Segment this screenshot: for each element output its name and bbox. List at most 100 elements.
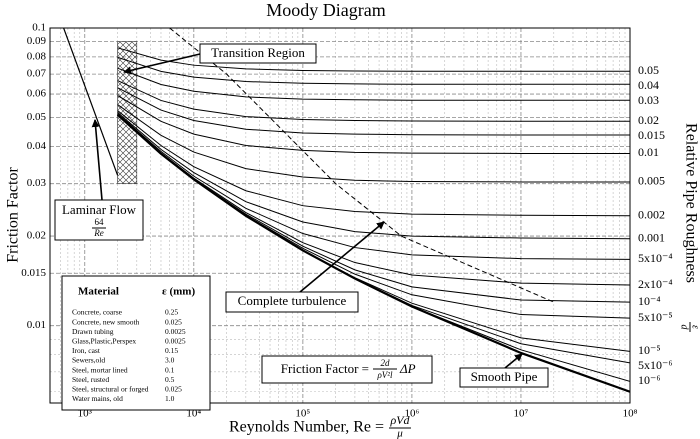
- legend-label: 0.01: [638, 145, 659, 159]
- table-cell: 1.0: [165, 394, 175, 403]
- legend-label: 5x10⁻⁵: [638, 310, 673, 324]
- y-tick-label: 0.09: [27, 35, 47, 47]
- legend-label: 0.05: [638, 63, 659, 77]
- formula-denominator: ρV²l: [376, 370, 393, 380]
- table-cell: Concrete, coarse: [72, 308, 123, 317]
- roughness-curve: [117, 67, 630, 101]
- table-cell: Glass,Plastic,Perspex: [72, 337, 136, 346]
- y2-axis-label: Relative Pipe Roughness: [682, 123, 699, 283]
- chart-title: Moody Diagram: [266, 0, 385, 20]
- annotation-arrow: [91, 119, 103, 201]
- formula-numerator: 2d: [381, 358, 391, 368]
- annotation-arrow: [123, 53, 201, 75]
- roughness-curve: [117, 112, 630, 240]
- annotation-box: [225, 291, 359, 313]
- legend-label: 0.015: [638, 128, 665, 142]
- roughness-curve: [117, 87, 630, 136]
- y-tick-label: 0.04: [27, 140, 47, 152]
- table-cell: 0.0025: [165, 337, 186, 346]
- y-tick-label: 0.03: [27, 177, 47, 189]
- y-tick-label: 0.06: [27, 88, 47, 100]
- annotation-arrow: [504, 353, 523, 369]
- table-cell: 0.25: [165, 308, 178, 317]
- x-tick-label: 10³: [78, 408, 93, 420]
- x-tick-label: 10⁴: [186, 408, 201, 420]
- table-cell: 0.025: [165, 317, 182, 326]
- legend-label: 0.03: [638, 93, 659, 107]
- annotation-box: [54, 199, 144, 241]
- table-cell: 0.5: [165, 375, 175, 384]
- plot-frame: [49, 27, 631, 404]
- y2-axis-label-group: Relative Pipe Roughness ε d: [679, 123, 700, 332]
- formula-text: Friction Factor =: [281, 361, 369, 376]
- roughness-curve: [117, 110, 630, 217]
- legend-label: 0.001: [638, 230, 665, 244]
- legend-label: 10⁻⁴: [638, 294, 661, 308]
- table-cell: Water mains, old: [72, 394, 123, 403]
- x-tick-label: 10⁵: [295, 408, 310, 420]
- x-axis-label-denominator: μ: [396, 428, 403, 439]
- roughness-curve: [117, 104, 630, 183]
- formula-tail: ΔP: [399, 361, 416, 376]
- x-tick-label: 10⁷: [514, 408, 529, 420]
- table-cell: 0.15: [165, 346, 178, 355]
- table-cell: Steel, mortar lined: [72, 365, 128, 374]
- legend-label: 0.02: [638, 113, 659, 127]
- legend-label: 10⁻⁶: [638, 373, 661, 387]
- roughness-curve: [117, 80, 630, 122]
- table-cell: 0.025: [165, 385, 182, 394]
- smooth-pipe-curve: [116, 113, 630, 393]
- legend-label: 5x10⁻⁴: [638, 251, 673, 265]
- annotation-box: [261, 355, 433, 384]
- y-tick-label: 0.02: [27, 230, 46, 242]
- legend-label: 0.002: [638, 208, 665, 222]
- table-cell: Steel, rusted: [72, 375, 109, 384]
- x-axis-label-numerator: ρVd: [389, 413, 410, 427]
- y-tick-label: 0.015: [21, 267, 46, 279]
- complete-turbulence-label: Complete turbulence: [238, 293, 347, 308]
- table-cell: Steel, structural or forged: [72, 385, 149, 394]
- roughness-curve: [117, 113, 630, 260]
- y-tick-label: 0.01: [27, 319, 46, 331]
- laminar-label: Laminar Flow: [62, 202, 137, 217]
- y-tick-label: 0.05: [27, 111, 47, 123]
- table-cell: Iron, cast: [72, 346, 101, 355]
- y-tick-label: 0.1: [32, 22, 46, 34]
- table-header: Material: [78, 286, 119, 298]
- legend-label: 5x10⁻⁶: [638, 358, 673, 372]
- laminar-line: [63, 28, 119, 176]
- smooth-pipe-label: Smooth Pipe: [471, 369, 538, 384]
- table-cell: Drawn tubing: [72, 327, 114, 336]
- roughness-curve: [117, 47, 630, 72]
- legend-label: 10⁻⁵: [638, 343, 661, 357]
- transition-label: Transition Region: [211, 45, 305, 60]
- table-cell: 0.0025: [165, 327, 186, 336]
- y2-axis-label-numerator: ε: [690, 325, 700, 329]
- table-cell: 0.1: [165, 365, 175, 374]
- curves: [63, 28, 630, 393]
- table-cell: 3.0: [165, 356, 175, 365]
- roughness-curve: [117, 95, 630, 154]
- x-axis-label: Reynolds Number, Re =: [229, 419, 384, 436]
- labels: 10³ 10⁴ 10⁵ 10⁶ 10⁷ 10⁸0.10.090.080.070.060.0…: [21, 22, 672, 420]
- y2-axis-label-denominator: d: [679, 325, 690, 331]
- x-tick-label: 10⁶: [404, 408, 419, 420]
- annotation-box: [199, 43, 317, 64]
- annotation-arrow: [299, 221, 385, 293]
- x-tick-label: 10⁸: [623, 408, 638, 420]
- table-cell: Sewers,old: [72, 356, 105, 365]
- table-header: ε (mm): [162, 286, 195, 298]
- table-cell: Concrete, new smooth: [72, 317, 140, 326]
- roughness-curve: [117, 56, 630, 85]
- legend-label: 2x10⁻⁴: [638, 277, 673, 291]
- y-tick-label: 0.07: [27, 68, 47, 80]
- y-tick-label: 0.08: [27, 50, 47, 62]
- legend-label: 0.04: [638, 78, 659, 92]
- laminar-formula-denominator: Re: [93, 228, 104, 238]
- annotation-box: [459, 367, 549, 388]
- material-table: [61, 275, 211, 411]
- table-rows: Concrete, coarse 0.25 Concrete, new smooth…: [72, 308, 186, 403]
- laminar-formula-numerator: 64: [95, 217, 105, 227]
- legend-label: 0.005: [638, 174, 665, 188]
